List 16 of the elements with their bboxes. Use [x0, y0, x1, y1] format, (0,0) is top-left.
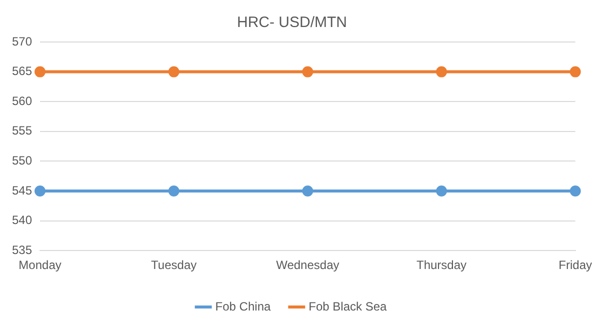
y-tick-label: 550 [12, 154, 32, 168]
x-tick-label: Wednesday [276, 258, 340, 272]
y-tick-label: 555 [12, 124, 32, 138]
x-tick-label: Thursday [416, 258, 467, 272]
y-tick-label: 565 [12, 64, 32, 78]
y-tick-label: 535 [12, 242, 32, 257]
x-tick-label: Friday [558, 258, 592, 272]
y-tick-label: 540 [12, 213, 32, 228]
legend-label: Fob China [215, 299, 271, 314]
x-tick-label: Tuesday [151, 258, 197, 272]
legend-label: Fob Black Sea [308, 299, 388, 314]
x-tick-label: Monday [18, 258, 62, 272]
y-tick-label: 560 [12, 94, 32, 108]
y-tick-label: 545 [12, 183, 32, 198]
chart-title: HRC- USD/MTN [237, 14, 347, 32]
y-tick-label: 570 [12, 34, 32, 48]
